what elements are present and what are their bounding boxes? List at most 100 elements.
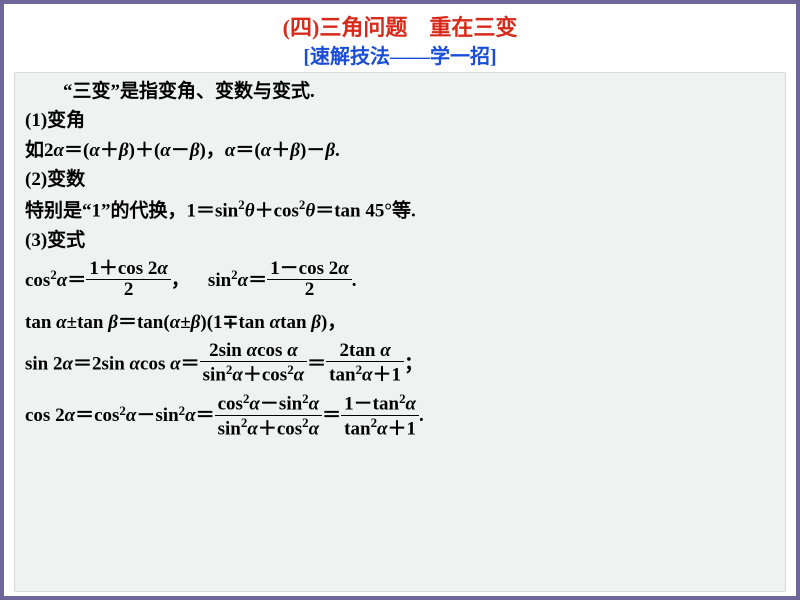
t: cos 2 — [25, 406, 65, 427]
heading-3: (3)变式 — [25, 226, 775, 255]
alpha: α — [309, 394, 320, 415]
t: ＋ — [271, 140, 290, 161]
alpha: α — [160, 140, 171, 161]
t: sin — [203, 365, 226, 386]
frac5: cos2α－sin2αsin2α＋cos2α — [215, 391, 323, 439]
alpha: α — [225, 140, 236, 161]
alpha: α — [56, 312, 67, 333]
t: cos — [257, 340, 287, 361]
alpha: α — [309, 418, 320, 439]
eq-cos2a: cos 2α＝cos2α－sin2α＝cos2α－sin2αsin2α＋cos2… — [25, 393, 775, 441]
t: 2 — [86, 279, 171, 300]
sup2: 2 — [302, 391, 308, 406]
sup2: 2 — [243, 391, 249, 406]
t: ＝ — [67, 270, 86, 291]
alpha: α — [63, 354, 74, 375]
t: . — [352, 270, 357, 291]
alpha: α — [270, 312, 281, 333]
t: cos — [25, 270, 50, 291]
t: 2tan — [340, 340, 381, 361]
title-main: (四)三角问题 重在三变 — [4, 10, 796, 42]
alpha: α — [249, 394, 260, 415]
alpha: α — [287, 340, 298, 361]
alpha: α — [238, 270, 249, 291]
sup2: 2 — [241, 415, 247, 430]
frac6: 1－tan2αtan2α＋1 — [341, 391, 419, 439]
alpha: α — [89, 140, 100, 161]
t: ＝tan 45°等. — [315, 200, 416, 221]
t: ， — [171, 270, 190, 291]
t: 2sin — [209, 340, 247, 361]
t: ± — [180, 312, 190, 333]
t: ＝tan( — [118, 312, 170, 333]
beta: β — [325, 140, 335, 161]
eq-halfangle: cos2α＝1＋cos 2α2，sin2α＝1－cos 2α2. — [25, 261, 775, 302]
sup2: 2 — [356, 362, 362, 377]
t: ＋ — [100, 140, 119, 161]
t: － — [171, 140, 190, 161]
content-box: “三变”是指变角、变数与变式. (1)变角 如2α＝(α＋β)＋(α－β)，α＝… — [14, 72, 786, 592]
beta: β — [108, 312, 118, 333]
alpha: α — [232, 365, 243, 386]
sup2: 2 — [287, 362, 293, 377]
alpha: α — [247, 418, 258, 439]
heading-2: (2)变数 — [25, 165, 775, 194]
alpha: α — [406, 394, 417, 415]
alpha: α — [130, 354, 141, 375]
alpha: α — [157, 258, 168, 279]
t: )＋( — [129, 140, 161, 161]
t: ＝2sin — [73, 354, 130, 375]
t: sin — [218, 418, 241, 439]
frac2: 1－cos 2α2 — [267, 259, 352, 300]
alpha: α — [170, 354, 181, 375]
t: ＝ — [307, 354, 326, 375]
alpha: α — [185, 406, 196, 427]
line-angle: 如2α＝(α＋β)＋(α－β)，α＝(α＋β)－β. — [25, 136, 775, 165]
sup2: 2 — [238, 197, 244, 212]
alpha: α — [170, 312, 181, 333]
intro-line: “三变”是指变角、变数与变式. — [25, 77, 775, 106]
frac4: 2tan αtan2α＋1 — [326, 341, 404, 385]
alpha: α — [380, 340, 391, 361]
alpha: α — [362, 365, 373, 386]
beta: β — [190, 140, 200, 161]
alpha: α — [247, 340, 258, 361]
t: )(1∓tan — [200, 312, 269, 333]
t: ＋1 — [373, 365, 402, 386]
sup2: 2 — [226, 362, 232, 377]
heading-1: (1)变角 — [25, 106, 775, 135]
t: ＝( — [235, 140, 260, 161]
sup2: 2 — [371, 415, 377, 430]
frac1: 1＋cos 2α2 — [86, 259, 171, 300]
sup2: 2 — [119, 403, 125, 418]
t: sin — [208, 270, 231, 291]
alpha: α — [377, 418, 388, 439]
t: ＋cos — [243, 365, 287, 386]
t: ＝ — [322, 406, 341, 427]
alpha: α — [338, 258, 349, 279]
title-sub: [速解技法——学一招] — [4, 40, 796, 69]
alpha: α — [54, 140, 65, 161]
t: . — [335, 140, 340, 161]
t: ＝( — [64, 140, 89, 161]
t: ； — [404, 354, 423, 375]
t: －sin — [260, 394, 302, 415]
t: ＋1 — [388, 418, 417, 439]
t: 1－cos 2 — [270, 258, 338, 279]
alpha: α — [261, 140, 272, 161]
theta: θ — [245, 200, 255, 221]
eq-sin2a: sin 2α＝2sin αcos α＝2sin αcos αsin2α＋cos2… — [25, 343, 775, 387]
t: sin 2 — [25, 354, 63, 375]
t: tan — [25, 312, 56, 333]
t: cos — [140, 354, 170, 375]
alpha: α — [65, 406, 76, 427]
t: ＋cos — [255, 200, 299, 221]
eq-tan-sum: tan α±tan β＝tan(α±β)(1∓tan αtan β)， — [25, 308, 775, 337]
sup2: 2 — [299, 197, 305, 212]
t: )， — [321, 312, 346, 333]
t: 1－tan — [344, 394, 399, 415]
sup2: 2 — [302, 415, 308, 430]
t: 如2 — [25, 140, 54, 161]
t: 1＋cos 2 — [89, 258, 157, 279]
t: 2 — [267, 279, 352, 300]
